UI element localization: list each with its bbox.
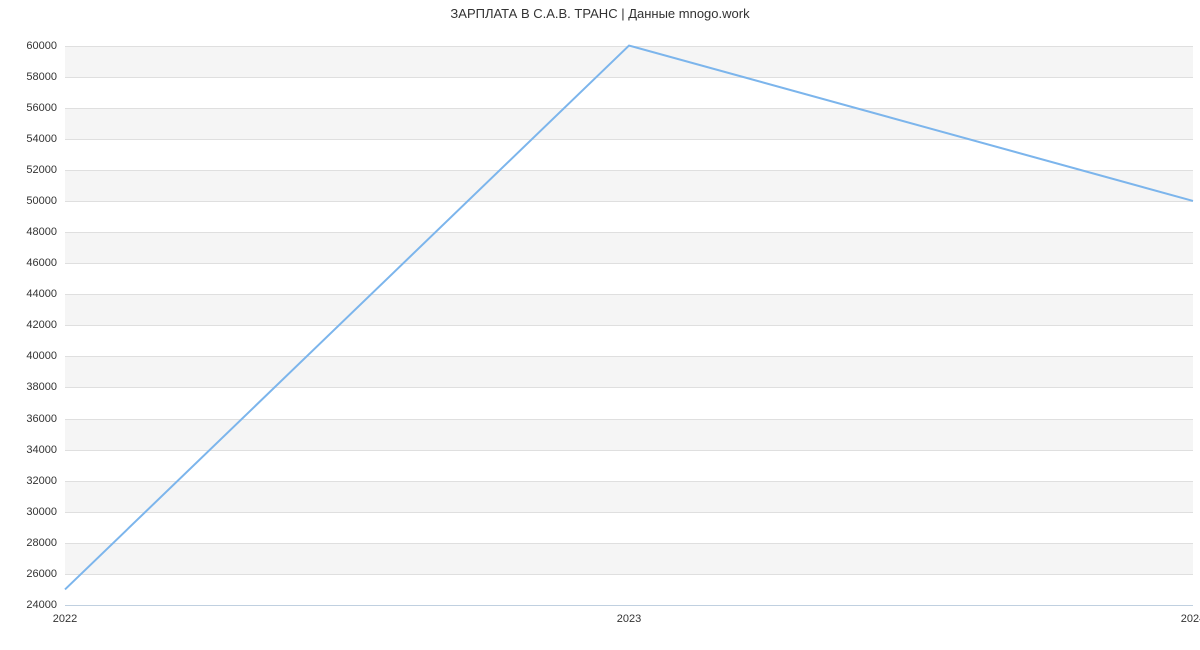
y-tick-label: 44000: [26, 288, 57, 300]
y-tick-label: 40000: [26, 350, 57, 362]
y-tick-label: 30000: [26, 506, 57, 518]
y-tick-label: 32000: [26, 475, 57, 487]
y-tick-label: 26000: [26, 568, 57, 580]
y-tick-label: 34000: [26, 444, 57, 456]
x-tick-label: 2023: [617, 613, 641, 625]
y-tick-label: 52000: [26, 164, 57, 176]
y-tick-label: 38000: [26, 381, 57, 393]
y-tick-label: 56000: [26, 102, 57, 114]
y-tick-label: 58000: [26, 71, 57, 83]
y-tick-label: 42000: [26, 319, 57, 331]
line-series: [65, 30, 1193, 605]
x-tick-label: 2022: [53, 613, 77, 625]
y-tick-label: 54000: [26, 133, 57, 145]
y-tick-label: 24000: [26, 599, 57, 611]
y-tick-label: 50000: [26, 195, 57, 207]
y-tick-label: 46000: [26, 257, 57, 269]
plot-area: 2400026000280003000032000340003600038000…: [65, 30, 1193, 605]
y-tick-label: 48000: [26, 226, 57, 238]
y-tick-label: 28000: [26, 537, 57, 549]
y-tick-label: 36000: [26, 413, 57, 425]
y-tick-label: 60000: [26, 40, 57, 52]
x-axis-line: [65, 605, 1193, 606]
chart-title: ЗАРПЛАТА В С.А.В. ТРАНС | Данные mnogo.w…: [0, 6, 1200, 21]
salary-chart: ЗАРПЛАТА В С.А.В. ТРАНС | Данные mnogo.w…: [0, 0, 1200, 650]
x-tick-label: 2024: [1181, 613, 1200, 625]
